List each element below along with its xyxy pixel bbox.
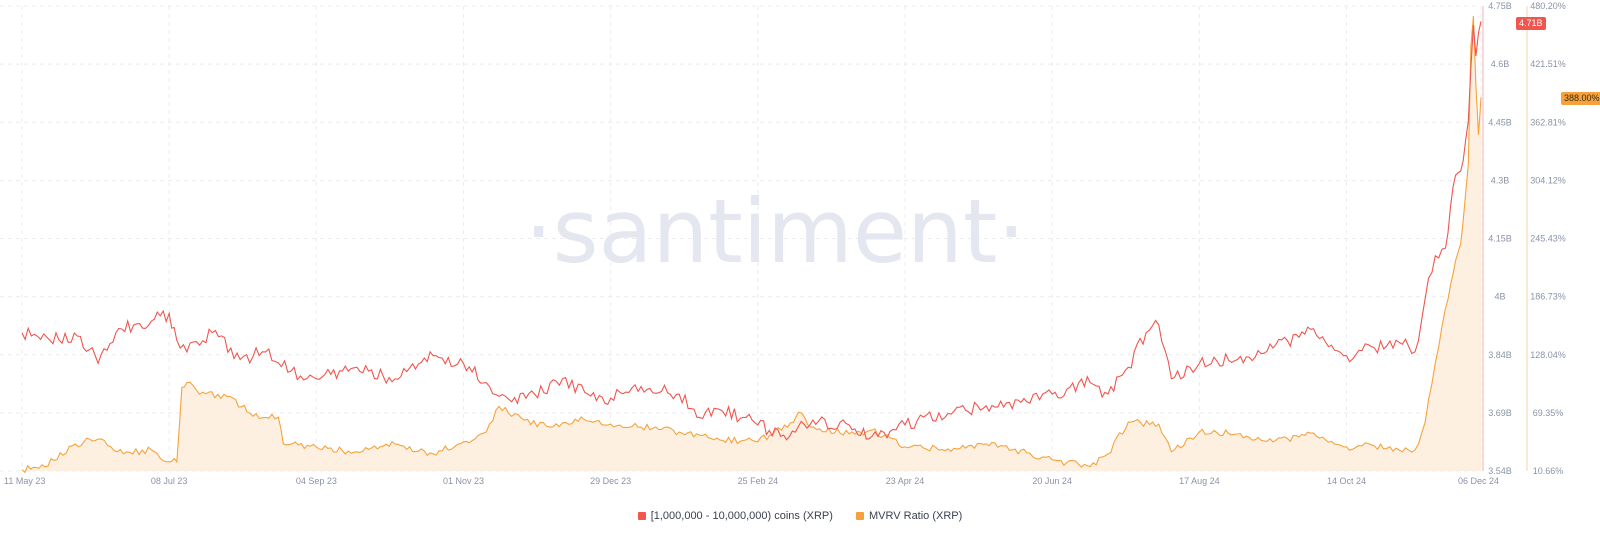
x-tick-label: 23 Apr 24 — [886, 476, 925, 486]
mvrv-axis-tick-label: 186.73% — [1530, 292, 1566, 302]
coins-axis-tick-label: 3.54B — [1488, 466, 1512, 476]
coins-axis-tick-label: 4.6B — [1491, 59, 1510, 69]
x-tick-label: 25 Feb 24 — [738, 476, 779, 486]
mvrv-axis-tick-label: 480.20% — [1530, 1, 1566, 11]
x-tick-label: 17 Aug 24 — [1179, 476, 1220, 486]
axes: 11 May 23 08 Jul 23 04 Sep 23 01 Nov 23 29 D… — [4, 1, 1566, 486]
x-tick-label: 06 Dec 24 — [1458, 476, 1499, 486]
coins-axis-tick-label: 4.15B — [1488, 234, 1512, 244]
coins-swatch-icon — [637, 512, 646, 520]
mvrv-axis-tick-label: 421.51% — [1530, 59, 1566, 69]
coins-line — [21, 21, 1482, 441]
mvrv-swatch-icon — [855, 512, 864, 520]
watermark: ·santiment· — [525, 180, 1026, 283]
coins-axis-tick-label: 4.75B — [1488, 1, 1512, 11]
mvrv-axis-tick-label: 128.04% — [1530, 350, 1566, 360]
x-tick-label: 01 Nov 23 — [443, 476, 484, 486]
mvrv-axis-tick-label: 304.12% — [1530, 175, 1566, 185]
coins-axis-tick-label: 3.84B — [1488, 350, 1512, 360]
x-tick-label: 11 May 23 — [4, 476, 45, 486]
legend-item-coins[interactable]: [1,000,000 - 10,000,000) coins (XRP) — [637, 510, 833, 522]
mvrv-axis-tick-label: 69.35% — [1533, 408, 1564, 418]
mvrv-line — [21, 16, 1482, 474]
coins-axis-tick-label: 4.45B — [1488, 117, 1512, 127]
legend-label-coins: [1,000,000 - 10,000,000) coins (XRP) — [650, 510, 833, 522]
legend: [1,000,000 - 10,000,000) coins (XRP) MVR… — [0, 510, 1600, 523]
coins-axis-tick-label: 3.69B — [1488, 408, 1512, 418]
mvrv-axis-tick-label: 362.81% — [1530, 117, 1566, 127]
coins-axis-tick-label: 4B — [1494, 292, 1505, 302]
x-tick-label: 04 Sep 23 — [296, 476, 337, 486]
x-tick-label: 08 Jul 23 — [151, 476, 188, 486]
coins-axis-tick-label: 4.3B — [1491, 175, 1510, 185]
coins-last-value-badge: 4.71B — [1516, 17, 1546, 30]
legend-item-mvrv[interactable]: MVRV Ratio (XRP) — [855, 510, 963, 522]
legend-label-mvrv: MVRV Ratio (XRP) — [868, 510, 963, 522]
series-lines — [21, 16, 1482, 474]
mvrv-last-value-badge: 388.00% — [1561, 92, 1600, 105]
x-tick-label: 14 Oct 24 — [1327, 476, 1366, 486]
x-tick-label: 29 Dec 23 — [590, 476, 631, 486]
mvrv-axis-tick-label: 245.43% — [1530, 234, 1566, 244]
mvrv-axis-tick-label: 10.66% — [1533, 466, 1564, 476]
x-tick-label: 20 Jun 24 — [1032, 476, 1072, 486]
